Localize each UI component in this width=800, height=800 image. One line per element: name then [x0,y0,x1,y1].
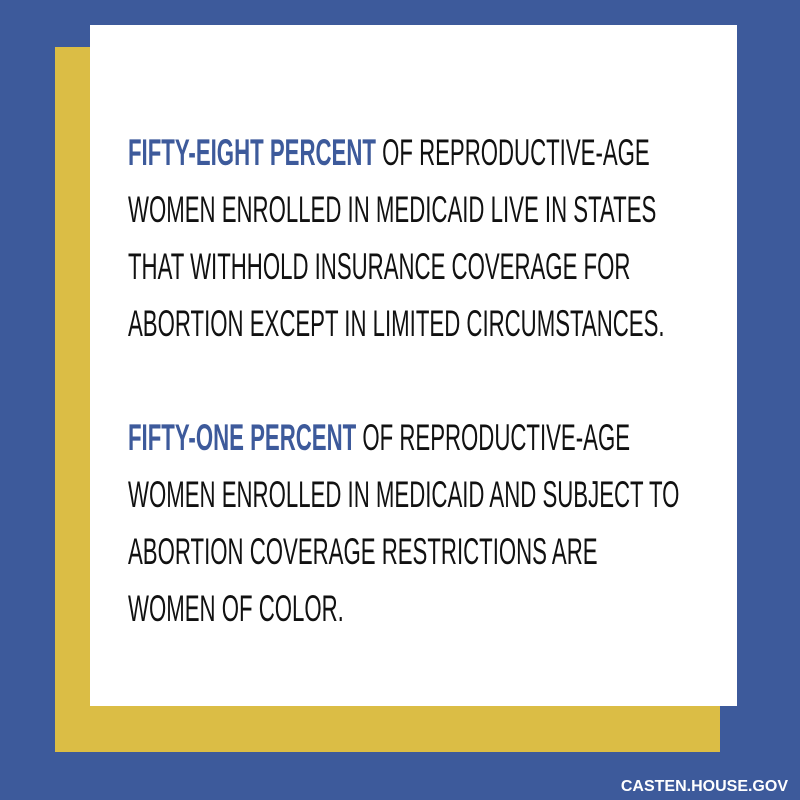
card [90,25,737,706]
paragraph: FIFTY-EIGHT PERCENT OF REPRODUCTIVE-AGE … [128,124,686,352]
highlight: FIFTY-EIGHT PERCENT [128,132,376,173]
highlight: FIFTY-ONE PERCENT [128,417,357,458]
text-block: FIFTY-EIGHT PERCENT OF REPRODUCTIVE-AGE … [128,124,686,694]
paragraph-text: OF REPRODUCTIVE-AGE WOMEN ENROLLED IN ME… [128,417,680,629]
paragraph: FIFTY-ONE PERCENT OF REPRODUCTIVE-AGE WO… [128,409,686,637]
paragraph-text: OF REPRODUCTIVE-AGE WOMEN ENROLLED IN ME… [128,132,665,344]
footer: CASTEN.HOUSE.GOV [620,778,788,795]
